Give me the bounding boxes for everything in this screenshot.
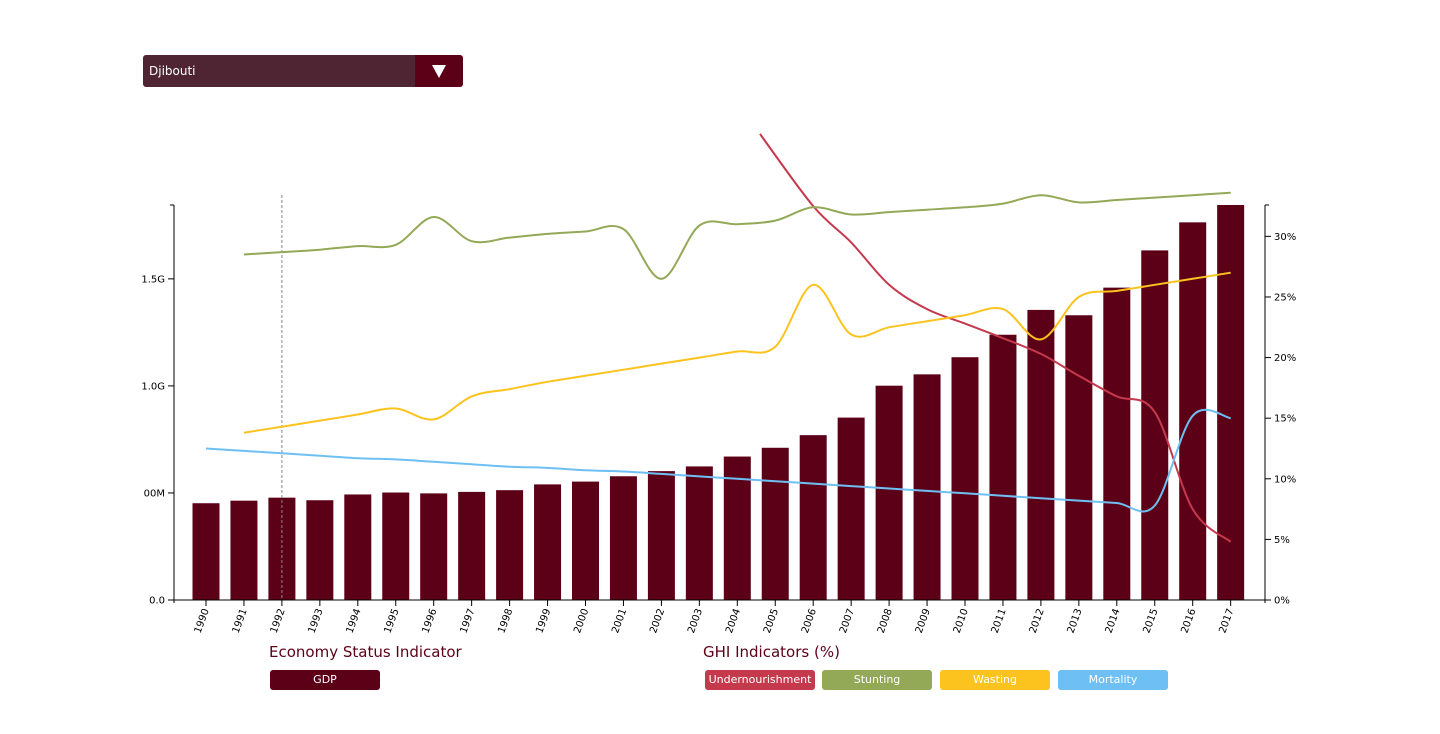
gdp-bar-2013 xyxy=(1065,315,1093,600)
gdp-bar-2006 xyxy=(799,435,827,600)
left-axis-tick-label: 1.5G xyxy=(141,274,165,285)
country-selector[interactable]: Djibouti xyxy=(143,55,463,87)
gdp-bar-1993 xyxy=(306,500,334,600)
dropdown-toggle-button[interactable] xyxy=(415,55,463,87)
x-axis-tick-label: 1991 xyxy=(231,607,250,635)
x-axis-tick-label: 2000 xyxy=(572,607,591,635)
x-axis-tick-label: 2003 xyxy=(686,607,705,635)
undernourishment-line xyxy=(759,133,1232,543)
gdp-bar-2011 xyxy=(989,334,1017,600)
x-axis-tick-label: 1997 xyxy=(458,607,477,635)
x-axis-tick-label: 2001 xyxy=(610,607,629,635)
x-axis-tick-label: 1999 xyxy=(534,607,553,635)
x-axis-tick-label: 1995 xyxy=(383,607,402,635)
left-axis-tick-label: 0.0 xyxy=(149,596,165,607)
ghi-legend-title: GHI Indicators (%) xyxy=(703,643,840,661)
gdp-bar-2008 xyxy=(875,385,903,600)
gdp-bar-2001 xyxy=(609,476,637,600)
right-axis-tick-label: 25% xyxy=(1274,292,1296,303)
gdp-bar-2005 xyxy=(761,447,789,600)
x-axis-tick-label: 2014 xyxy=(1104,607,1123,635)
x-axis-tick-label: 1990 xyxy=(193,607,212,635)
right-axis-tick-label: 30% xyxy=(1274,232,1296,243)
legend-wasting-button[interactable]: Wasting xyxy=(940,670,1050,690)
x-axis-tick-label: 2010 xyxy=(952,607,971,635)
gdp-bar-1995 xyxy=(382,492,410,600)
gdp-bar-2002 xyxy=(647,471,675,600)
gdp-bar-2017 xyxy=(1217,205,1245,600)
x-axis-tick-label: 1996 xyxy=(420,607,439,635)
stunting-line xyxy=(243,191,1231,280)
economy-legend-title: Economy Status Indicator xyxy=(269,643,462,661)
x-axis-tick-label: 2005 xyxy=(762,607,781,635)
gdp-bar-2003 xyxy=(685,466,713,600)
legend-gdp-button[interactable]: GDP xyxy=(270,670,380,690)
gdp-bar-1992 xyxy=(268,497,296,600)
x-axis-tick-label: 2006 xyxy=(800,607,819,635)
x-axis-tick-label: 2007 xyxy=(838,607,857,635)
gdp-bar-2015 xyxy=(1141,250,1169,601)
x-axis-tick-label: 2012 xyxy=(1028,607,1047,635)
gdp-bar-1998 xyxy=(496,490,524,600)
right-axis-tick-label: 5% xyxy=(1274,535,1290,546)
x-axis-tick-label: 2017 xyxy=(1217,607,1236,635)
legend-stunting-button[interactable]: Stunting xyxy=(822,670,932,690)
gdp-bar-2014 xyxy=(1103,287,1131,600)
legend-undernourishment-button[interactable]: Undernourishment xyxy=(705,670,815,690)
x-axis-tick-label: 1992 xyxy=(269,607,288,635)
right-axis-tick-label: 0% xyxy=(1274,596,1290,607)
x-axis-tick-label: 1994 xyxy=(345,607,364,635)
x-axis-tick-label: 1993 xyxy=(307,607,326,635)
x-axis-tick-label: 2013 xyxy=(1066,607,1085,635)
x-axis-tick-label: 2008 xyxy=(876,607,895,635)
x-axis-tick-label: 2002 xyxy=(648,607,667,635)
legend-mortality-button[interactable]: Mortality xyxy=(1058,670,1168,690)
triangle-down-icon xyxy=(432,64,446,78)
gdp-bar-2000 xyxy=(572,481,599,600)
gdp-bar-2007 xyxy=(837,417,865,600)
x-axis-tick-label: 2015 xyxy=(1142,607,1161,635)
gdp-bar-1997 xyxy=(458,491,486,600)
wasting-line xyxy=(243,271,1231,434)
x-axis-tick-label: 2016 xyxy=(1179,607,1198,635)
gdp-bar-1990 xyxy=(192,503,220,600)
left-axis-tick-label: 1.0G xyxy=(141,381,165,392)
right-axis-tick-label: 15% xyxy=(1274,414,1296,425)
country-selector-value: Djibouti xyxy=(143,55,415,87)
x-axis-tick-label: 2011 xyxy=(990,607,1009,635)
gdp-bar-1991 xyxy=(230,500,258,600)
x-axis-tick-label: 2004 xyxy=(724,607,743,635)
mortality-line xyxy=(205,408,1231,513)
x-axis-tick-label: 1998 xyxy=(496,607,515,635)
x-axis-tick-label: 2009 xyxy=(914,607,933,635)
right-axis-tick-label: 20% xyxy=(1274,353,1296,364)
gdp-bar-1999 xyxy=(534,484,562,600)
right-axis-tick-label: 10% xyxy=(1274,474,1296,485)
gdp-bar-2004 xyxy=(723,456,751,600)
left-axis-tick-label: 00M xyxy=(144,488,165,499)
gdp-bar-2009 xyxy=(913,374,941,600)
gdp-bar-1994 xyxy=(344,494,372,600)
gdp-bar-1996 xyxy=(420,493,448,600)
gdp-bar-2010 xyxy=(951,357,979,600)
